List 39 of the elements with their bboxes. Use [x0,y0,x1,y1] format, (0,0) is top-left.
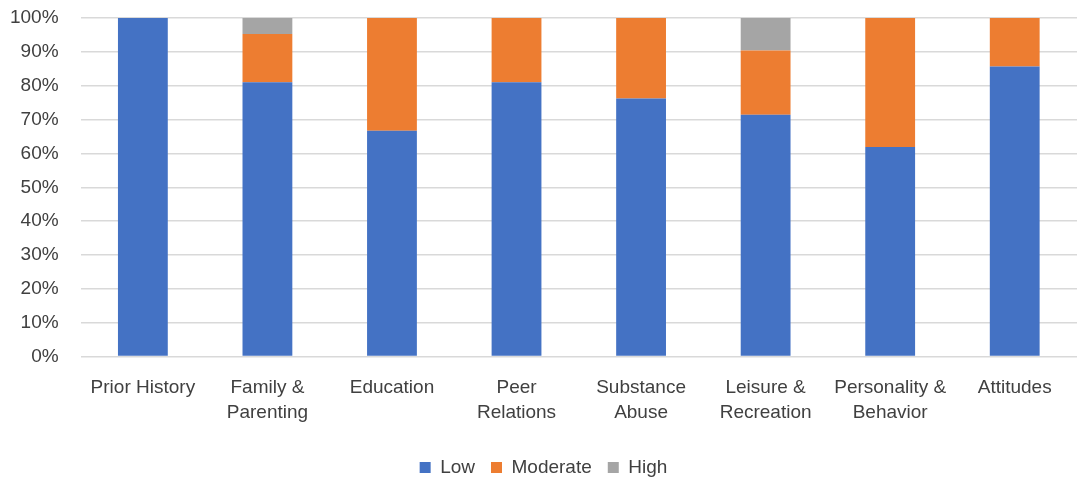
bar [367,18,417,131]
x-tick-label: Substance Abuse [596,376,686,422]
bar [989,66,1040,356]
y-tick-label: 40% [20,209,59,231]
bar [865,147,916,356]
bar [491,18,542,83]
x-tick-label: Attitudes [977,376,1052,398]
y-tick-label: 30% [20,243,59,265]
bar [242,82,293,356]
x-tick-label: Peer Relations [476,376,557,422]
bar [616,98,666,356]
y-tick-label: 60% [20,141,59,163]
legend-label: Low [440,455,476,477]
y-tick-label: 0% [31,344,59,366]
bar [242,33,293,83]
bar [367,130,417,356]
bar [491,82,542,356]
bar [242,18,293,34]
x-tick-label: Leisure & Recreation [719,376,812,422]
legend-label: High [628,455,668,477]
x-tick-label: Personality & Behavior [834,376,947,422]
y-tick-label: 50% [20,175,59,197]
y-tick-label: 10% [20,310,59,332]
y-tick-label: 90% [20,40,59,62]
x-tick-label: Education [349,376,435,398]
x-tick-label: Family & Parenting [226,376,309,422]
y-tick-label: 70% [20,107,59,129]
bar [117,18,168,356]
y-tick-label: 100% [9,6,59,28]
bar [865,18,916,148]
bar [740,114,791,356]
bar [740,18,791,51]
y-tick-label: 80% [20,73,59,95]
x-tick-label: Prior History [90,376,196,398]
y-tick-label: 20% [20,277,59,299]
bar [616,18,666,99]
legend-label: Moderate [511,455,592,477]
bar [740,50,791,115]
bar [989,18,1040,67]
